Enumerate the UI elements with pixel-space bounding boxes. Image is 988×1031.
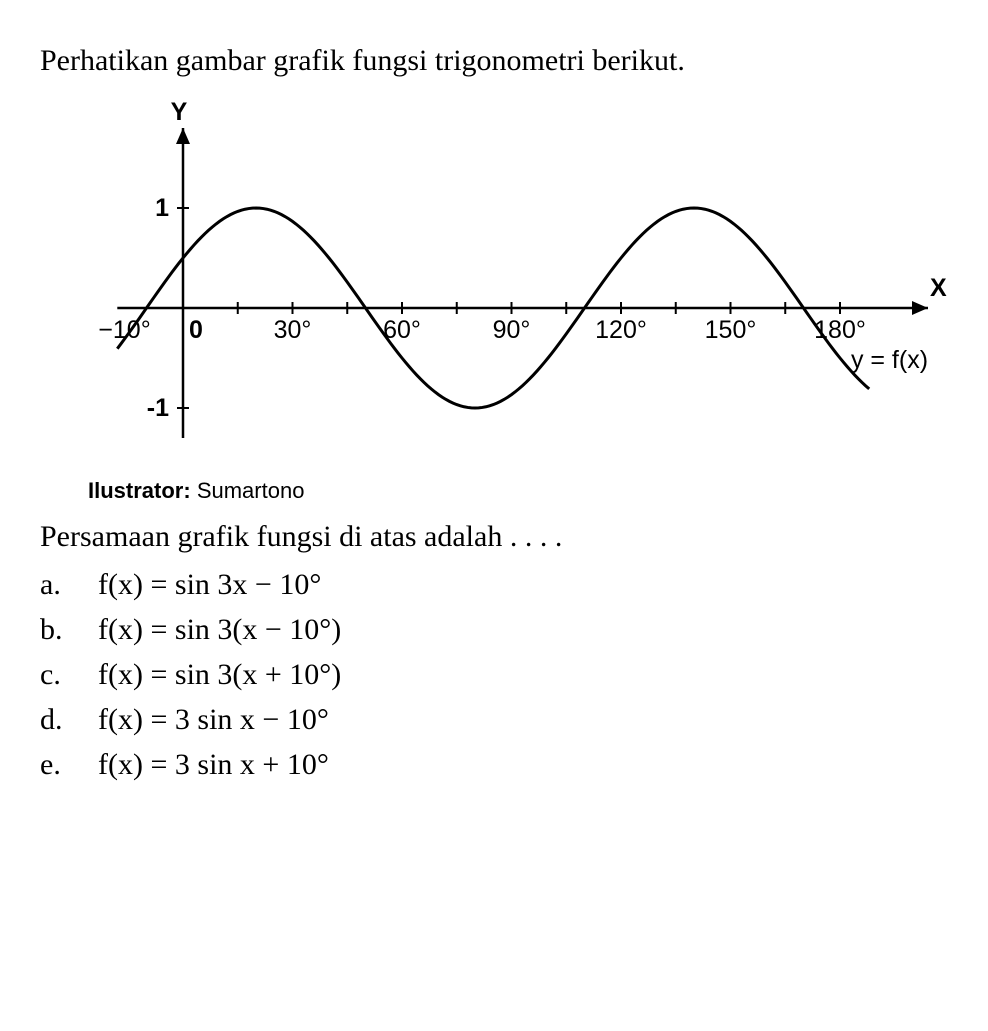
option-letter-e: e. <box>40 742 98 787</box>
option-b: b. f(x) = sin 3(x − 10°) <box>40 607 948 652</box>
illustrator-label: Ilustrator: <box>88 478 191 503</box>
option-text-b: f(x) = sin 3(x − 10°) <box>98 607 341 652</box>
question-intro: Perhatikan gambar grafik fungsi trigonom… <box>40 40 948 82</box>
svg-text:y = f(x): y = f(x) <box>851 346 928 374</box>
subquestion: Persamaan grafik fungsi di atas adalah .… <box>40 516 948 558</box>
svg-text:30°: 30° <box>274 316 312 344</box>
option-text-c: f(x) = sin 3(x + 10°) <box>98 652 341 697</box>
svg-text:-1: -1 <box>147 394 169 422</box>
svg-text:150°: 150° <box>705 316 757 344</box>
option-a: a. f(x) = sin 3x − 10° <box>40 562 948 607</box>
svg-text:Y: Y <box>171 98 188 126</box>
illustrator-line: Ilustrator: Sumartono <box>88 478 948 504</box>
svg-text:1: 1 <box>155 194 169 222</box>
option-e: e. f(x) = 3 sin x + 10° <box>40 742 948 787</box>
option-c: c. f(x) = sin 3(x + 10°) <box>40 652 948 697</box>
option-letter-c: c. <box>40 652 98 697</box>
svg-text:180°: 180° <box>814 316 866 344</box>
svg-text:X: X <box>930 274 947 302</box>
option-letter-d: d. <box>40 697 98 742</box>
option-text-e: f(x) = 3 sin x + 10° <box>98 742 329 787</box>
option-d: d. f(x) = 3 sin x − 10° <box>40 697 948 742</box>
options-list: a. f(x) = sin 3x − 10° b. f(x) = sin 3(x… <box>40 562 948 787</box>
option-letter-b: b. <box>40 607 98 652</box>
svg-text:0: 0 <box>189 316 203 344</box>
chart: YX1-130°60°90°120°150°180°−10°0y = f(x) <box>88 98 948 468</box>
option-letter-a: a. <box>40 562 98 607</box>
svg-text:90°: 90° <box>493 316 531 344</box>
trig-chart: YX1-130°60°90°120°150°180°−10°0y = f(x) <box>88 98 948 468</box>
option-text-a: f(x) = sin 3x − 10° <box>98 562 321 607</box>
option-text-d: f(x) = 3 sin x − 10° <box>98 697 329 742</box>
svg-text:120°: 120° <box>595 316 647 344</box>
illustrator-name: Sumartono <box>197 478 305 503</box>
